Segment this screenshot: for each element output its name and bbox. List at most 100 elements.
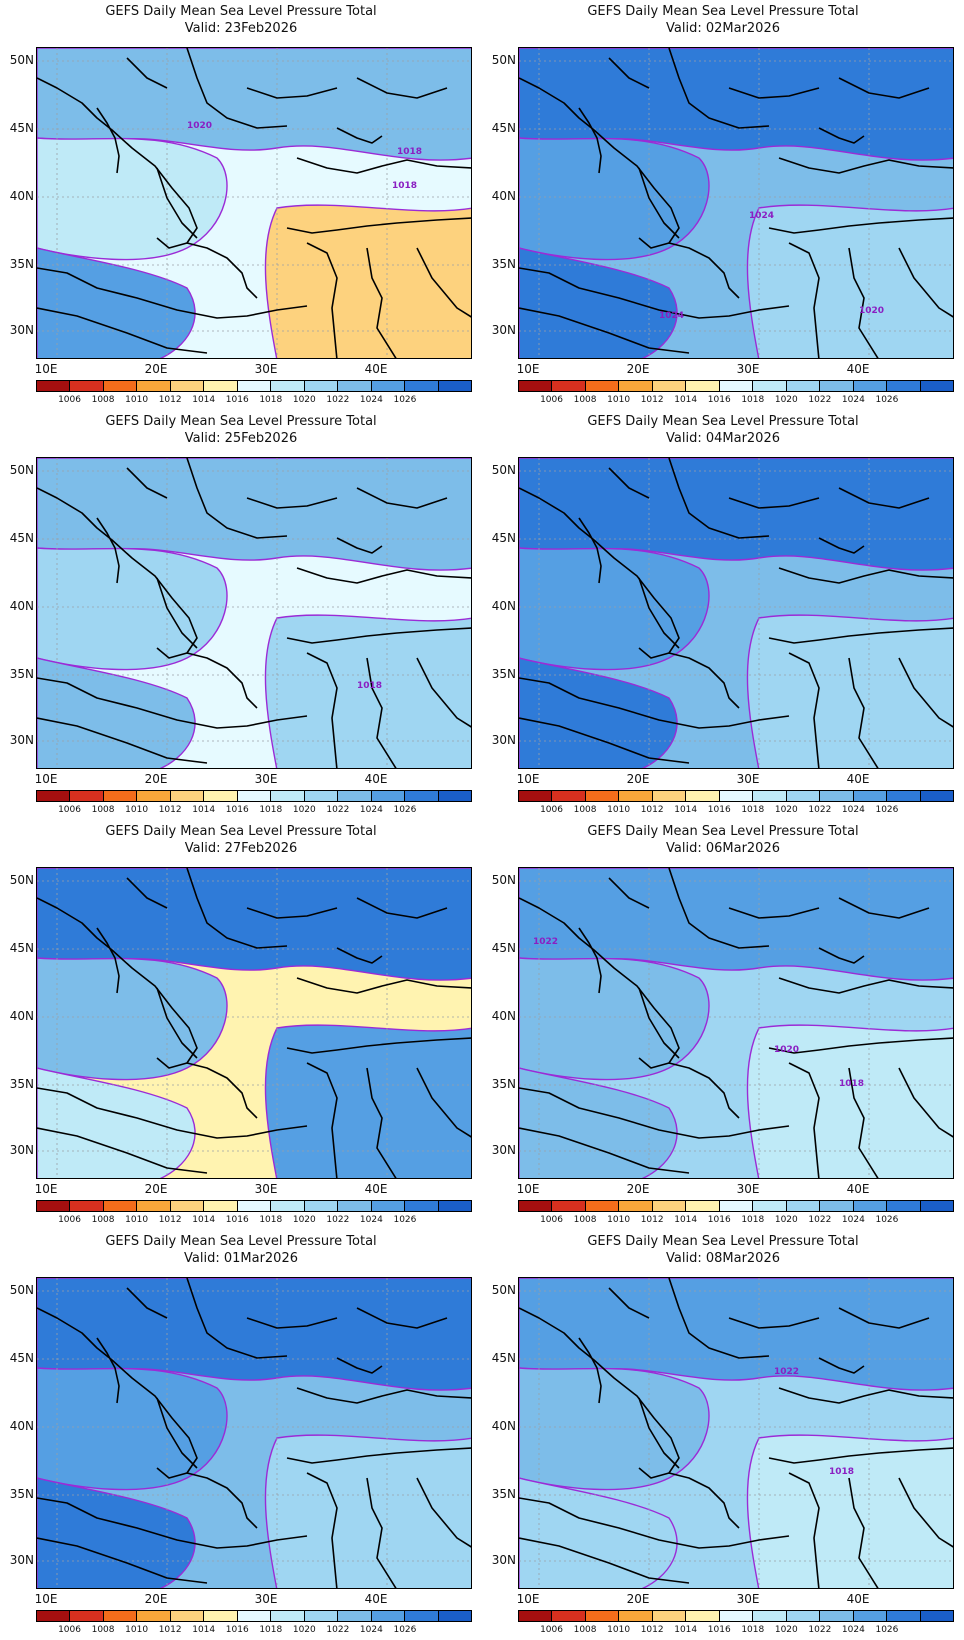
coastline — [366, 1067, 397, 1178]
coastline — [306, 1062, 338, 1178]
color-bar-swatch — [753, 1611, 787, 1621]
color-bar-swatch — [103, 381, 138, 391]
coastline — [156, 577, 198, 649]
panel-title: GEFS Daily Mean Sea Level Pressure Total — [105, 1234, 377, 1249]
color-bar-swatch — [137, 791, 171, 801]
color-bar-label: 1016 — [707, 805, 731, 815]
pressure-field — [519, 458, 953, 768]
latitude-label: 40N — [9, 599, 34, 613]
coastline — [668, 458, 770, 539]
color-bar-swatch — [652, 1201, 687, 1211]
coastline — [838, 1307, 930, 1329]
color-bar — [36, 380, 472, 392]
color-bar-label: 1012 — [640, 1625, 664, 1635]
coastline — [186, 242, 258, 299]
color-bar-label: 1012 — [158, 395, 182, 405]
color-bar-label: 1010 — [607, 1215, 631, 1225]
color-bar-swatch — [103, 791, 138, 801]
color-bar-label: 1010 — [607, 395, 631, 405]
color-bar-label: 1006 — [58, 1625, 81, 1635]
coastline — [306, 1472, 338, 1588]
coastline — [416, 1067, 471, 1138]
color-bar-label: 1026 — [393, 1215, 417, 1225]
longitude-label: 20E — [144, 772, 168, 786]
coastline — [778, 1387, 953, 1404]
longitude-label: 10E — [516, 362, 540, 376]
color-bar-label: 1020 — [292, 395, 316, 405]
latitude-label: 45N — [491, 121, 516, 135]
color-bar-swatch — [552, 381, 586, 391]
color-bar-label: 1014 — [192, 805, 216, 815]
color-bar-swatch — [438, 381, 472, 391]
pressure-map — [518, 457, 954, 769]
coastline — [156, 1397, 198, 1469]
coastline — [356, 487, 448, 509]
color-bar-swatch — [920, 791, 954, 801]
pressure-region — [519, 247, 678, 358]
coastline — [818, 537, 865, 554]
color-bar-swatch — [405, 791, 439, 801]
coastline — [848, 247, 879, 358]
color-bar-label: 1006 — [540, 1215, 563, 1225]
pressure-field — [37, 868, 471, 1178]
color-bar-swatch — [786, 1201, 821, 1211]
contour-label: 1018 — [839, 1079, 864, 1089]
coastline — [37, 1127, 208, 1174]
longitude-label: 40E — [846, 772, 870, 786]
map-panel: GEFS Daily Mean Sea Level Pressure Total… — [482, 410, 964, 820]
coastline — [126, 57, 168, 89]
color-bar-swatch — [920, 1611, 954, 1621]
panel-valid-date: Valid: 23Feb2026 — [184, 21, 298, 36]
coastline — [186, 868, 288, 949]
coastline — [668, 1278, 770, 1359]
color-bar-label: 1018 — [741, 395, 765, 405]
color-bar — [36, 1610, 472, 1622]
color-bar-label: 1026 — [875, 805, 899, 815]
contour-label: 1018 — [397, 147, 422, 157]
panel-title: GEFS Daily Mean Sea Level Pressure Total — [105, 414, 377, 429]
map-panel: GEFS Daily Mean Sea Level Pressure Total… — [482, 1230, 964, 1640]
color-bar-swatch — [271, 791, 305, 801]
panel-valid-date: Valid: 02Mar2026 — [666, 21, 780, 36]
latitude-label: 40N — [9, 1009, 34, 1023]
color-bar-label: 1014 — [674, 1625, 698, 1635]
latitude-label: 30N — [491, 733, 516, 747]
latitude-label: 45N — [491, 1351, 516, 1365]
color-bar-swatch — [519, 381, 553, 391]
color-bar-swatch — [204, 1201, 238, 1211]
longitude-label: 20E — [626, 1182, 650, 1196]
map-panel: GEFS Daily Mean Sea Level Pressure Total… — [0, 820, 482, 1230]
color-bar-label: 1024 — [841, 805, 865, 815]
pressure-field: 1022 1018 — [519, 1278, 953, 1588]
coastline — [366, 247, 397, 358]
color-bar-swatch — [519, 1201, 553, 1211]
coastline — [186, 458, 288, 539]
color-bar-label: 1016 — [707, 395, 731, 405]
coastline — [838, 77, 930, 99]
color-bar-swatch — [820, 1611, 854, 1621]
color-bar-label: 1014 — [674, 805, 698, 815]
latitude-label: 30N — [491, 323, 516, 337]
pressure-region — [37, 657, 196, 768]
coastline — [246, 497, 338, 509]
coastline — [336, 947, 383, 964]
color-bar-swatch — [887, 381, 921, 391]
color-bar-label: 1018 — [741, 805, 765, 815]
coastline — [519, 307, 690, 354]
coastline — [356, 1307, 448, 1329]
longitude-label: 10E — [34, 1182, 58, 1196]
coastline — [768, 1447, 953, 1464]
color-bar — [518, 1610, 954, 1622]
color-bar-label: 1018 — [259, 805, 283, 815]
coastline — [519, 1087, 790, 1139]
color-bar-swatch — [70, 1611, 104, 1621]
color-bar-swatch — [271, 381, 305, 391]
color-bar-label: 1016 — [707, 1215, 731, 1225]
color-bar-swatch — [405, 1201, 439, 1211]
coastline — [37, 1497, 308, 1549]
longitude-label: 10E — [34, 772, 58, 786]
color-bar-swatch — [137, 1201, 171, 1211]
color-bar-swatch — [552, 1611, 586, 1621]
color-bar-label: 1012 — [640, 805, 664, 815]
color-bar-swatch — [103, 1201, 138, 1211]
